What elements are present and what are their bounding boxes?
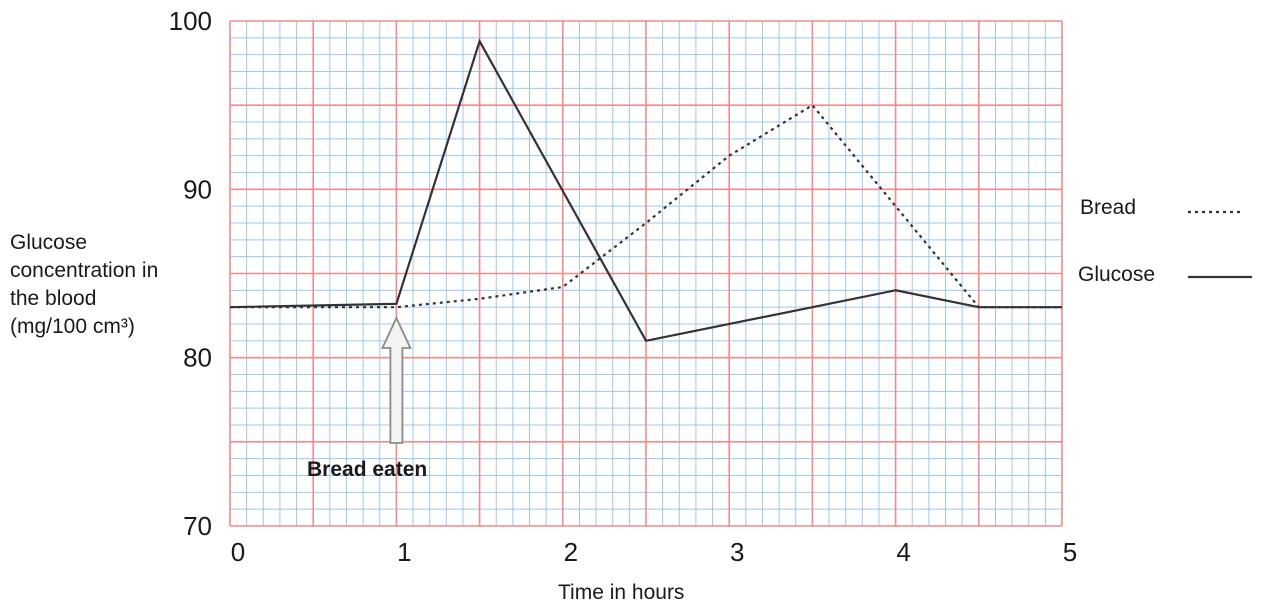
x-tick-label: 4 (896, 537, 910, 567)
x-axis-label: Time in hours (558, 581, 685, 604)
series-line-bread (230, 103, 1062, 309)
x-tick-label: 2 (564, 537, 578, 567)
legend-layer (1188, 210, 1252, 279)
y-axis-label-line: concentration in (10, 259, 159, 282)
y-tick-label: 80 (183, 343, 212, 373)
chart-grid (229, 20, 1063, 527)
x-tick-label: 5 (1063, 537, 1077, 567)
y-axis-label-line: (mg/100 cm³) (10, 315, 135, 338)
legend-label-bread: Bread (1080, 196, 1137, 219)
y-tick-label: 90 (183, 174, 212, 204)
y-tick-label: 100 (169, 6, 212, 36)
legend-label-glucose: Glucose (1078, 263, 1156, 286)
x-tick-label: 3 (730, 537, 744, 567)
annotation-layer (380, 315, 412, 444)
series-layer (229, 38, 1062, 343)
x-tick-label: 1 (397, 537, 411, 567)
y-axis-label-line: the blood (10, 287, 97, 310)
series-line-glucose (229, 38, 1062, 343)
y-tick-label: 70 (183, 511, 212, 541)
bread-eaten-annotation: Bread eaten (307, 458, 428, 481)
y-axis-label-line: Glucose (10, 231, 88, 254)
ticks-layer: 0 1 2 3 4 5 70 80 90 100 (169, 6, 1078, 567)
up-arrow-icon (380, 315, 412, 444)
x-tick-label: 0 (231, 537, 245, 567)
